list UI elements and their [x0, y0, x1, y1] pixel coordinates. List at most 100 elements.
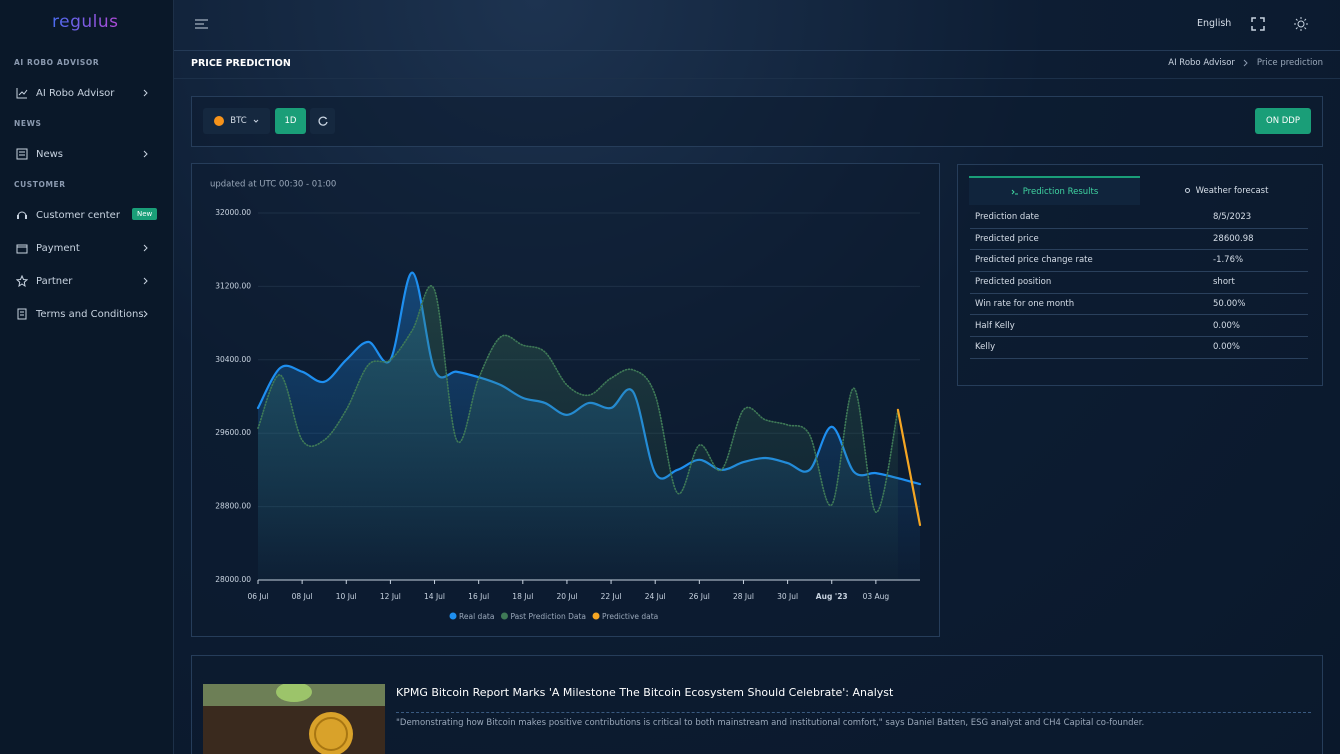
theme-toggle[interactable]: [1294, 17, 1308, 31]
coin-select[interactable]: BTC: [203, 108, 270, 134]
row-value: 8/5/2023: [1213, 212, 1252, 222]
page-title: PRICE PREDICTION: [191, 58, 291, 69]
legend-label: Predictive data: [602, 612, 658, 621]
nav-label: News: [36, 148, 64, 160]
chevron: [143, 150, 148, 158]
logo[interactable]: regulus: [52, 12, 119, 32]
table-row: Half Kelly 0.00%: [970, 316, 1308, 338]
line: [257, 285, 899, 513]
nav-item[interactable]: Payment: [16, 238, 162, 258]
refresh-icon: [318, 116, 328, 126]
nav-item[interactable]: Customer center New: [16, 205, 162, 225]
icon: [16, 275, 28, 287]
breadcrumb: AI Robo Advisor Price prediction: [1168, 58, 1323, 68]
fullscreen-button[interactable]: [1251, 17, 1265, 31]
x-tick-label: 14 Jul: [424, 592, 445, 601]
section-heading: CUSTOMER: [14, 180, 66, 189]
row-label: Prediction date: [975, 212, 1040, 222]
nav-label: AI Robo Advisor: [36, 87, 115, 99]
sidebar: regulus AI ROBO ADVISOR AI Robo Advisor …: [0, 0, 174, 754]
language-select[interactable]: English: [1197, 18, 1232, 29]
chevron: [143, 277, 148, 285]
y-tick-label: 32000.00: [215, 208, 251, 217]
ddp-button[interactable]: ON DDP: [1255, 108, 1311, 134]
news-title[interactable]: KPMG Bitcoin Report Marks 'A Milestone T…: [396, 686, 894, 699]
table-row: Predicted price change rate -1.76%: [970, 250, 1308, 273]
x-tick-label: 28 Jul: [733, 592, 754, 601]
x-tick-label: 06 Jul: [248, 592, 269, 601]
x-tick-label: 30 Jul: [777, 592, 798, 601]
x-tick-label: 03 Aug: [863, 592, 890, 601]
breadcrumb-item[interactable]: AI Robo Advisor: [1168, 58, 1235, 68]
line: [896, 408, 922, 527]
x-tick-label: 16 Jul: [468, 592, 489, 601]
interval-button[interactable]: 1D: [275, 108, 306, 134]
caret: [253, 119, 259, 123]
tab[interactable]: Weather forecast: [1140, 176, 1311, 205]
row-label: Predicted price: [975, 233, 1039, 244]
x-tick-label: 10 Jul: [336, 592, 357, 601]
divider: [396, 712, 1311, 713]
x-tick-label: Aug '23: [816, 592, 848, 601]
nav-item[interactable]: Terms and Conditions: [16, 304, 162, 324]
legend-swatch: [449, 612, 457, 620]
legend-swatch: [592, 612, 600, 620]
row-value: short: [1213, 277, 1235, 288]
chart-subtitle: updated at UTC 00:30 - 01:00: [210, 180, 336, 190]
tab-icon: [1184, 188, 1190, 193]
refresh-button[interactable]: [310, 108, 335, 134]
chevron: [143, 89, 148, 97]
chevron: [143, 244, 148, 252]
icon: [16, 148, 28, 160]
legend-label: Past Prediction Data: [510, 612, 586, 621]
tab-label: Prediction Results: [1022, 186, 1099, 197]
legend-swatch: [500, 612, 508, 620]
nav-item[interactable]: Partner: [16, 271, 162, 291]
table-row: Kelly 0.00%: [970, 337, 1308, 359]
row-label: Win rate for one month: [975, 298, 1075, 309]
nav-label: Payment: [36, 242, 80, 254]
divider: [174, 78, 1340, 79]
coin-icon: [214, 116, 225, 126]
table-row: Win rate for one month 50.00%: [970, 294, 1308, 316]
news-image[interactable]: [203, 684, 385, 754]
legend: Real data Past Prediction Data Predictive …: [449, 612, 658, 621]
y-tick-label: 30400.00: [215, 355, 251, 364]
y-tick-label: 28800.00: [215, 502, 251, 511]
results-card: [957, 164, 1323, 386]
y-tick-label: 29600.00: [215, 428, 251, 437]
row-value: 28600.98: [1213, 233, 1254, 244]
chevron: [143, 310, 148, 318]
x-tick-label: 08 Jul: [292, 592, 313, 601]
menu-toggle[interactable]: [194, 18, 210, 30]
table-row: Predicted price 28600.98: [970, 229, 1308, 251]
row-value: -1.76%: [1213, 255, 1244, 266]
x-tick-label: 12 Jul: [380, 592, 401, 601]
row-value: 50.00%: [1213, 298, 1246, 309]
nav-item[interactable]: AI Robo Advisor: [16, 83, 162, 103]
x-tick-label: 26 Jul: [689, 592, 710, 601]
coin-label: BTC: [230, 116, 247, 126]
icon: [16, 88, 28, 99]
news-summary: "Demonstrating how Bitcoin makes positiv…: [396, 718, 1145, 728]
nav-label: Terms and Conditions: [36, 308, 144, 320]
icon: [17, 211, 27, 219]
divider: [174, 50, 1340, 51]
table-row: Predicted position short: [970, 272, 1308, 294]
legend-label: Real data: [459, 612, 494, 621]
chart: updated at UTC 00:30 - 01:00 28000.00 288…: [210, 180, 922, 621]
icon: [16, 244, 28, 254]
tab-icon: [1011, 189, 1018, 194]
section-heading: AI ROBO ADVISOR: [14, 58, 100, 67]
nav-label: Customer center: [36, 209, 120, 221]
tab[interactable]: Prediction Results: [969, 176, 1140, 205]
section-heading: NEWS: [14, 119, 42, 128]
row-label: Predicted price change rate: [975, 255, 1093, 266]
badge: New: [132, 208, 158, 220]
tab-label: Weather forecast: [1195, 185, 1269, 196]
row-label: Kelly: [975, 342, 996, 353]
row-label: Predicted position: [975, 277, 1052, 288]
nav-item[interactable]: News: [16, 144, 162, 164]
area: [258, 285, 898, 580]
